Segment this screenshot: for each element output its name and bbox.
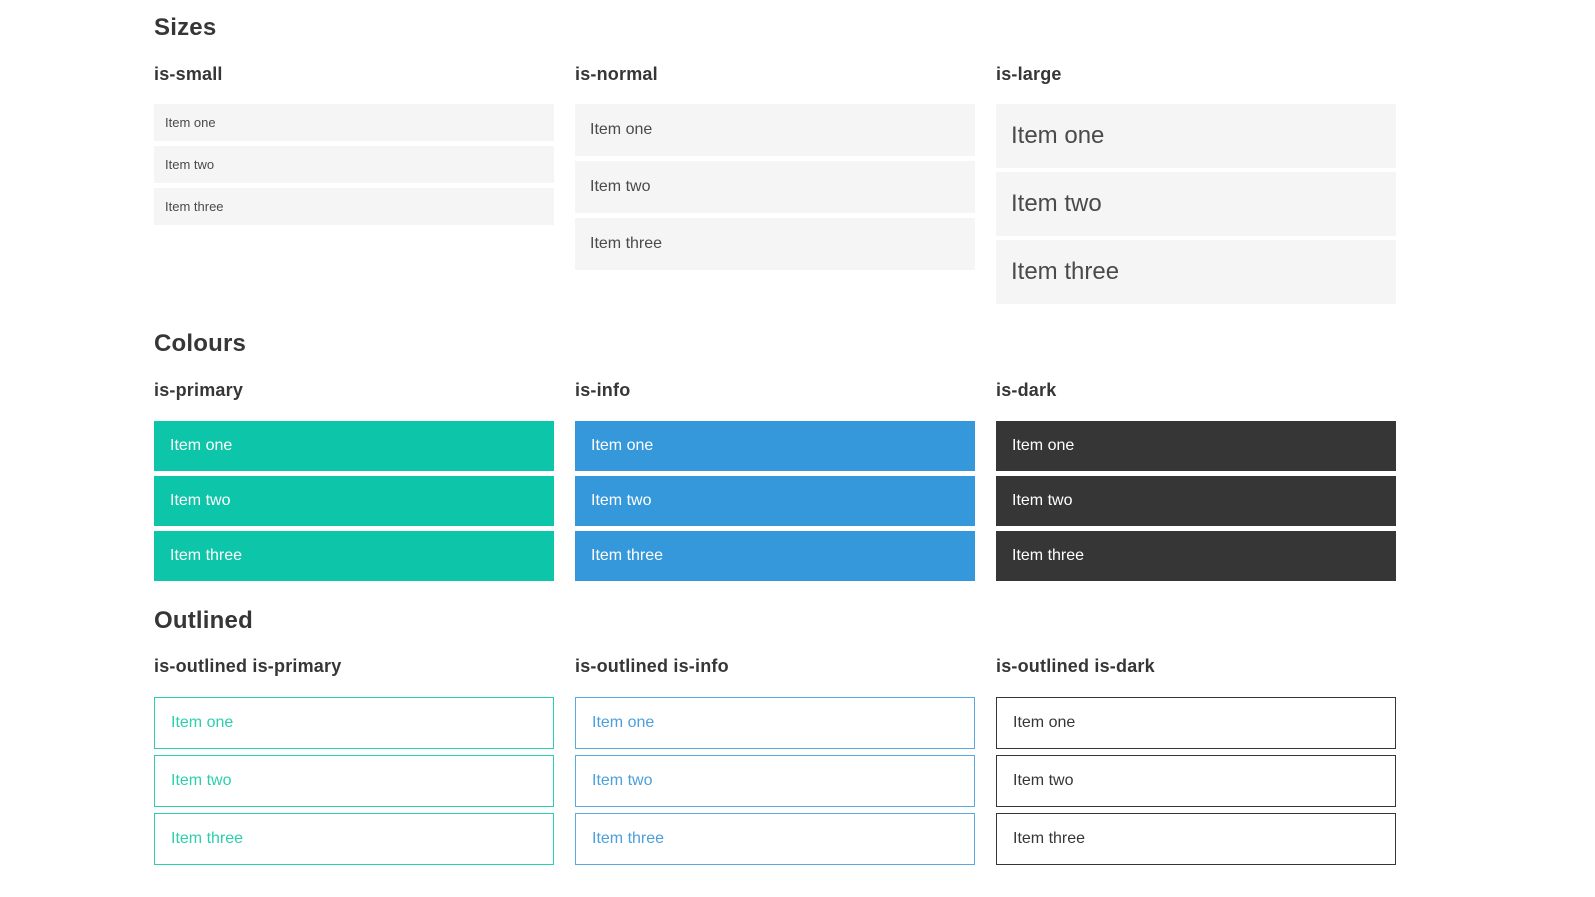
variant-column: is-info Item one Item two Item three	[575, 379, 975, 581]
variant-heading: is-large	[996, 63, 1062, 84]
content: Sizes is-small Item one Item two Item th…	[154, 14, 1595, 865]
variant-heading: is-outlined is-info	[575, 656, 729, 677]
variant-column: is-outlined is-primary Item one Item two…	[154, 655, 554, 865]
variant-heading: is-dark	[996, 380, 1057, 401]
item-list-size-normal: Item one Item two Item three	[575, 104, 975, 271]
list-item: Item three	[996, 530, 1396, 581]
variant-column: is-small Item one Item two Item three	[154, 63, 554, 226]
item-list-color-primary: Item one Item two Item three	[154, 420, 554, 581]
section-colours: Colours is-primary Item one Item two Ite…	[154, 330, 1595, 581]
variant-heading: is-small	[154, 63, 223, 84]
list-item: Item one	[996, 420, 1396, 471]
list-item: Item two	[996, 754, 1396, 807]
list-item: Item one	[575, 696, 975, 749]
list-item: Item one	[154, 104, 554, 142]
item-list-outlined-info: Item one Item two Item three	[575, 696, 975, 865]
section-title: Colours	[154, 330, 247, 358]
list-item: Item two	[575, 161, 975, 214]
list-item: Item three	[575, 530, 975, 581]
variant-column: is-outlined is-info Item one Item two It…	[575, 655, 975, 865]
section-columns: is-outlined is-primary Item one Item two…	[154, 655, 1595, 865]
list-item: Item two	[154, 475, 554, 526]
list-item: Item two	[575, 754, 975, 807]
list-item: Item two	[996, 172, 1396, 237]
variant-column: is-large Item one Item two Item three	[996, 63, 1396, 305]
list-item: Item three	[575, 218, 975, 271]
item-list-outlined-dark: Item one Item two Item three	[996, 696, 1396, 865]
list-item: Item two	[154, 754, 554, 807]
list-item: Item two	[154, 146, 554, 184]
section-columns: is-small Item one Item two Item three is…	[154, 63, 1595, 305]
list-item: Item one	[996, 104, 1396, 169]
item-list-size-large: Item one Item two Item three	[996, 104, 1396, 305]
section-title: Outlined	[154, 606, 253, 634]
variant-column: is-primary Item one Item two Item three	[154, 379, 554, 581]
list-item: Item one	[154, 420, 554, 471]
list-item: Item three	[154, 530, 554, 581]
list-item: Item three	[996, 812, 1396, 865]
section-outlined: Outlined is-outlined is-primary Item one…	[154, 607, 1595, 865]
list-item: Item two	[575, 475, 975, 526]
variant-heading: is-info	[575, 380, 631, 401]
list-item: Item one	[996, 696, 1396, 749]
section-title: Sizes	[154, 14, 217, 41]
section-sizes: Sizes is-small Item one Item two Item th…	[154, 14, 1595, 305]
list-item: Item three	[154, 812, 554, 865]
variant-heading: is-outlined is-primary	[154, 656, 342, 677]
list-item: Item one	[575, 104, 975, 157]
list-item: Item one	[154, 696, 554, 749]
item-list-outlined-primary: Item one Item two Item three	[154, 696, 554, 865]
item-list-size-small: Item one Item two Item three	[154, 104, 554, 226]
section-columns: is-primary Item one Item two Item three …	[154, 379, 1595, 581]
variant-heading: is-normal	[575, 63, 658, 84]
list-item: Item one	[575, 420, 975, 471]
variant-column: is-dark Item one Item two Item three	[996, 379, 1396, 581]
list-item: Item three	[996, 240, 1396, 305]
list-item: Item three	[154, 188, 554, 226]
list-item: Item three	[575, 812, 975, 865]
item-list-color-dark: Item one Item two Item three	[996, 420, 1396, 581]
variant-column: is-normal Item one Item two Item three	[575, 63, 975, 271]
variant-heading: is-primary	[154, 380, 244, 401]
list-item: Item two	[996, 475, 1396, 526]
variant-heading: is-outlined is-dark	[996, 656, 1155, 677]
variant-column: is-outlined is-dark Item one Item two It…	[996, 655, 1396, 865]
item-list-color-info: Item one Item two Item three	[575, 420, 975, 581]
